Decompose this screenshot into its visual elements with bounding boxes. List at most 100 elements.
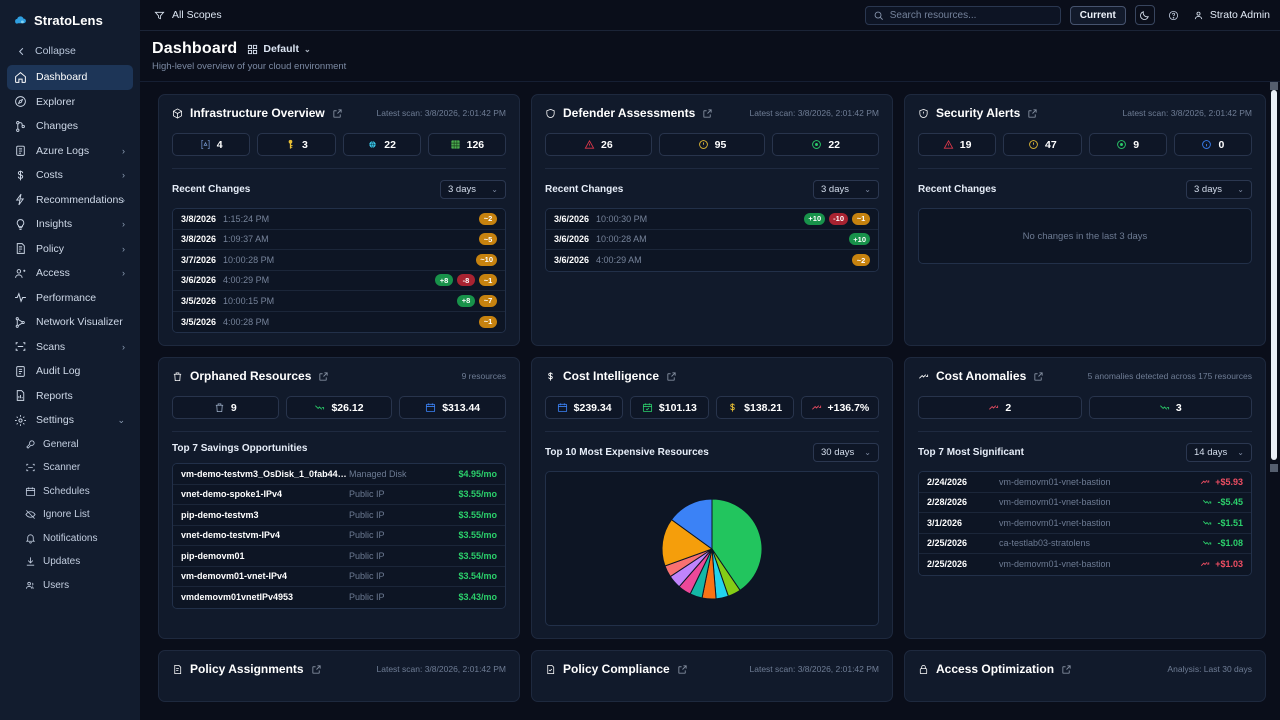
search-input[interactable]: Search resources... — [864, 5, 1061, 25]
sidebar-item-performance[interactable]: Performance — [7, 286, 133, 311]
table-row[interactable]: vm-demovm01-vnet-IPv4 Public IP $3.54/mo — [173, 566, 505, 587]
stat-month-to-date[interactable]: $239.34 — [545, 396, 624, 419]
sidebar-item-general[interactable]: General — [7, 433, 133, 457]
theme-toggle-button[interactable] — [1134, 5, 1155, 25]
scope-filter-button[interactable]: All Scopes — [154, 9, 222, 21]
range-select-infrastructure[interactable]: 3 days ⌄ — [440, 180, 506, 199]
layout-selector[interactable]: Default ⌄ — [247, 43, 311, 55]
table-row[interactable]: vmdemovm01vnetIPv4953 Public IP $3.43/mo — [173, 587, 505, 608]
card-meta: Latest scan: 3/8/2026, 2:01:42 PM — [376, 664, 506, 674]
table-row[interactable]: 3/6/2026 10:00:30 PM +10 -10 ~1 — [546, 209, 878, 230]
table-row[interactable]: pip-demovm01 Public IP $3.55/mo — [173, 546, 505, 567]
stat-last-month[interactable]: $101.13 — [630, 396, 709, 419]
external-link-icon[interactable] — [1033, 371, 1044, 382]
help-button[interactable] — [1164, 5, 1184, 25]
scroll-down-arrow[interactable] — [1270, 464, 1278, 472]
pie-slice[interactable] — [661, 518, 714, 567]
table-row[interactable]: vnet-demo-testvm-IPv4 Public IP $3.55/mo — [173, 525, 505, 546]
external-link-icon[interactable] — [318, 371, 329, 382]
stat-medium-severity[interactable]: 95 — [658, 133, 766, 156]
sidebar-item-schedules[interactable]: Schedules — [7, 480, 133, 504]
page-scrollbar[interactable] — [1270, 82, 1278, 720]
stat-high-severity[interactable]: 26 — [545, 133, 652, 156]
card-meta: Analysis: Last 30 days — [1167, 664, 1252, 674]
range-select-cost[interactable]: 30 days ⌄ — [813, 443, 879, 462]
table-row[interactable]: 2/28/2026 vm-demovm01-vnet-bastion -$5.4… — [919, 492, 1251, 513]
external-link-icon[interactable] — [332, 108, 343, 119]
table-row[interactable]: 3/5/2026 4:00:28 PM ~1 — [173, 311, 505, 332]
sidebar-item-explorer[interactable]: Explorer — [7, 90, 133, 115]
table-row[interactable]: 3/7/2026 10:00:28 PM ~10 — [173, 250, 505, 271]
table-row[interactable]: pip-demo-testvm3 Public IP $3.55/mo — [173, 505, 505, 526]
sidebar-item-settings[interactable]: Settings ⌄ — [7, 408, 133, 433]
sidebar-item-notifications[interactable]: Notifications — [7, 527, 133, 551]
sidebar-item-reports[interactable]: Reports — [7, 384, 133, 409]
sidebar-item-recommendations[interactable]: Recommendations › — [7, 188, 133, 213]
sidebar-item-scanner[interactable]: Scanner — [7, 456, 133, 480]
table-row[interactable]: 2/24/2026 vm-demovm01-vnet-bastion +$5.9… — [919, 472, 1251, 493]
user-menu[interactable]: Strato Admin — [1193, 9, 1270, 21]
external-link-icon[interactable] — [677, 664, 688, 675]
sidebar-item-audit-log[interactable]: Audit Log — [7, 359, 133, 384]
range-select-defender[interactable]: 3 days ⌄ — [813, 180, 879, 199]
external-link-icon[interactable] — [311, 664, 322, 675]
table-row[interactable]: vm-demo-testvm3_OsDisk_1_0fab4485... Man… — [173, 464, 505, 485]
trend-up-icon — [1200, 477, 1210, 487]
stat-forecast[interactable]: $138.21 — [715, 396, 794, 419]
table-row[interactable]: 3/8/2026 1:15:24 PM ~2 — [173, 209, 505, 230]
table-row[interactable]: 3/6/2026 4:00:29 AM ~2 — [546, 250, 878, 271]
user-name: Strato Admin — [1209, 9, 1270, 21]
stat-change-percent[interactable]: +136.7% — [800, 396, 879, 419]
stat-annual-savings[interactable]: $313.44 — [399, 396, 507, 419]
stat-keyvaults[interactable]: 3 — [257, 133, 336, 156]
table-row[interactable]: vnet-demo-spoke1-IPv4 Public IP $3.55/mo — [173, 484, 505, 505]
table-row[interactable]: 3/5/2026 10:00:15 PM +8 ~7 — [173, 291, 505, 312]
stat-decreases[interactable]: 3 — [1088, 396, 1252, 419]
sidebar-item-scans[interactable]: Scans › — [7, 335, 133, 360]
table-row[interactable]: 3/1/2026 vm-demovm01-vnet-bastion -$1.51 — [919, 513, 1251, 534]
stat-subscriptions[interactable]: 4 — [172, 133, 251, 156]
pie-slice[interactable] — [670, 497, 713, 550]
stat-low-alerts[interactable]: 9 — [1088, 133, 1167, 156]
range-select-alerts[interactable]: 3 days ⌄ — [1186, 180, 1252, 199]
stat-healthy[interactable]: 22 — [772, 133, 880, 156]
sidebar-item-updates[interactable]: Updates — [7, 550, 133, 574]
collapse-button[interactable]: Collapse — [0, 41, 140, 65]
external-link-icon[interactable] — [702, 108, 713, 119]
scrollbar-thumb[interactable] — [1271, 90, 1277, 460]
table-row[interactable]: 2/25/2026 vm-demovm01-vnet-bastion +$1.0… — [919, 554, 1251, 575]
cost-pie-chart[interactable] — [545, 471, 879, 626]
external-link-icon[interactable] — [1061, 664, 1072, 675]
stat-orphan-count[interactable]: 9 — [172, 396, 279, 419]
sidebar-item-insights[interactable]: Insights › — [7, 212, 133, 237]
calendar-icon — [557, 402, 568, 413]
external-link-icon[interactable] — [666, 371, 677, 382]
current-button[interactable]: Current — [1069, 5, 1126, 25]
stat-medium-alerts[interactable]: 47 — [1003, 133, 1082, 156]
table-row[interactable]: 3/8/2026 1:09:37 AM ~5 — [173, 229, 505, 250]
sidebar-item-dashboard[interactable]: Dashboard — [7, 65, 133, 90]
scan-icon — [14, 340, 27, 353]
sidebar-item-network-visualizer[interactable]: Network Visualizer — [7, 310, 133, 335]
stat-resources[interactable]: 126 — [427, 133, 506, 156]
stat-info-alerts[interactable]: 0 — [1173, 133, 1252, 156]
resource-cost: $3.55/mo — [458, 489, 497, 500]
stat-networks[interactable]: 22 — [342, 133, 421, 156]
sidebar-item-users[interactable]: Users — [7, 574, 133, 598]
sidebar-item-costs[interactable]: Costs › — [7, 163, 133, 188]
sidebar-item-changes[interactable]: Changes — [7, 114, 133, 139]
stat-increases[interactable]: 2 — [918, 396, 1082, 419]
stat-monthly-savings[interactable]: $26.12 — [285, 396, 393, 419]
sidebar-item-policy[interactable]: Policy › — [7, 237, 133, 262]
table-row[interactable]: 3/6/2026 10:00:28 AM +10 — [546, 229, 878, 250]
stat-high-alerts[interactable]: 19 — [918, 133, 997, 156]
scroll-up-arrow[interactable] — [1270, 82, 1278, 90]
external-link-icon[interactable] — [1027, 108, 1038, 119]
sidebar-item-ignore-list[interactable]: Ignore List — [7, 503, 133, 527]
range-select-anomalies[interactable]: 14 days ⌄ — [1186, 443, 1252, 462]
pie-slice[interactable] — [711, 497, 763, 591]
sidebar-item-access[interactable]: Access › — [7, 261, 133, 286]
sidebar-item-azure-logs[interactable]: Azure Logs › — [7, 139, 133, 164]
table-row[interactable]: 3/6/2026 4:00:29 PM +8 -8 ~1 — [173, 270, 505, 291]
table-row[interactable]: 2/25/2026 ca-testlab03-stratolens -$1.08 — [919, 533, 1251, 554]
